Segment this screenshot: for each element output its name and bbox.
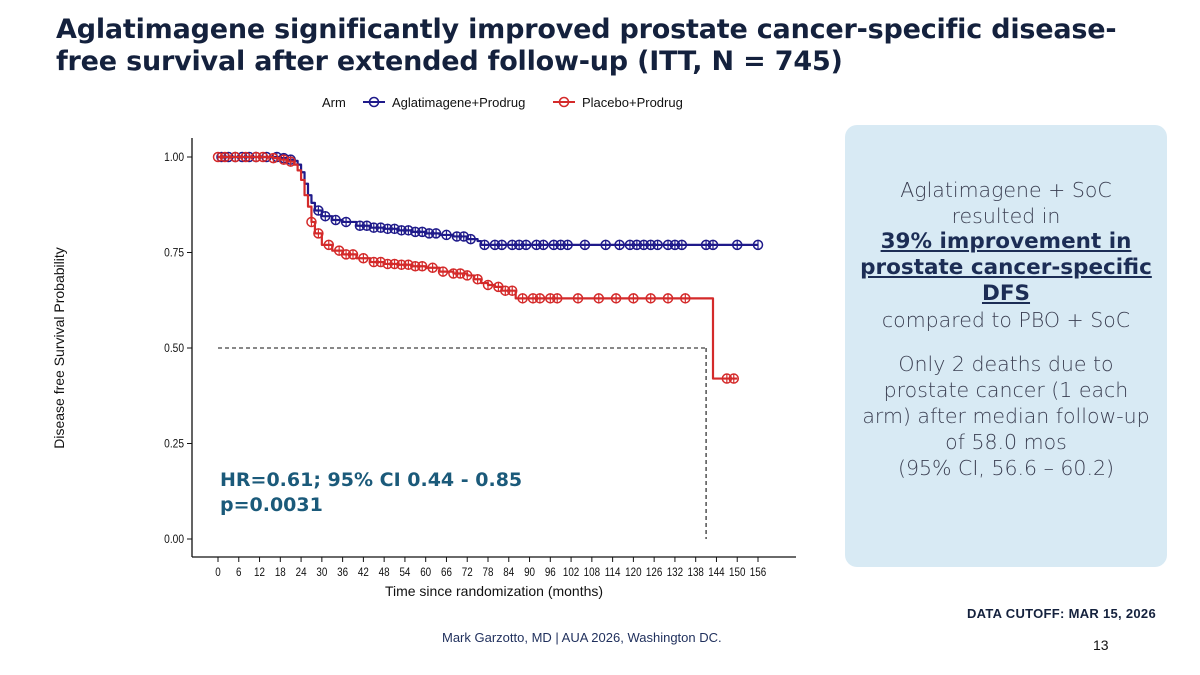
x-tick-label: 144	[708, 566, 724, 579]
x-tick-label: 78	[483, 566, 494, 579]
finding-comparison: compared to PBO + SoC	[881, 308, 1131, 332]
x-tick-label: 90	[524, 566, 535, 579]
survival-curves	[212, 151, 764, 384]
x-tick-label: 96	[545, 566, 556, 579]
legend-swatch-marker	[368, 96, 380, 108]
y-tick-label: 0.50	[164, 342, 184, 355]
data-cutoff: DATA CUTOFF: MAR 15, 2026	[966, 606, 1156, 621]
key-finding-box: Aglatimagene + SoC resulted in 39% impro…	[845, 125, 1167, 567]
x-tick-label: 24	[296, 566, 307, 579]
x-tick-label: 42	[358, 566, 369, 579]
finding-intro: Aglatimagene + SoC resulted in	[900, 178, 1112, 228]
deaths-note: Only 2 deaths due to prostate cancer (1 …	[862, 352, 1150, 454]
finding-highlight: 39% improvement in prostate cancer-speci…	[860, 229, 1152, 306]
y-tick-label: 1.00	[164, 151, 184, 164]
curve-placebo	[218, 155, 738, 380]
x-tick-label: 84	[503, 566, 514, 579]
x-tick-label: 150	[729, 566, 745, 579]
x-tick-label: 18	[275, 566, 286, 579]
legend-entry-placebo: Placebo+Prodrug	[582, 95, 683, 110]
x-tick-label: 108	[584, 566, 600, 579]
x-tick-label: 72	[462, 566, 473, 579]
legend-entry-aglatimagene: Aglatimagene+Prodrug	[392, 95, 525, 110]
footer-presenter: Mark Garzotto, MD | AUA 2026, Washington…	[442, 630, 722, 645]
x-tick-label: 48	[379, 566, 390, 579]
deaths-ci: (95% CI, 56.6 – 60.2)	[897, 456, 1115, 480]
y-axis-ticks: 0.00 0.25 0.50 0.75 1.00	[164, 151, 192, 546]
x-tick-label: 126	[646, 566, 662, 579]
x-tick-label: 54	[399, 566, 410, 579]
x-tick-label: 6	[236, 566, 241, 579]
x-tick-label: 102	[563, 566, 579, 579]
legend-title: Arm	[322, 95, 346, 110]
x-tick-label: 12	[254, 566, 265, 579]
x-tick-label: 0	[215, 566, 220, 579]
x-axis-label: Time since randomization (months)	[385, 583, 603, 599]
y-tick-label: 0.00	[164, 533, 184, 546]
x-tick-label: 132	[667, 566, 683, 579]
median-reference-lines	[218, 347, 707, 539]
x-tick-label: 66	[441, 566, 452, 579]
legend-swatch-marker	[558, 96, 570, 108]
p-value-annotation: p=0.0031	[220, 494, 323, 516]
y-axis-label: Disease free Survival Probability	[51, 247, 67, 449]
page-number: 13	[1093, 637, 1109, 653]
x-tick-label: 156	[750, 566, 766, 579]
x-tick-label: 30	[316, 566, 327, 579]
y-tick-label: 0.75	[164, 247, 184, 260]
x-tick-label: 36	[337, 566, 348, 579]
x-tick-label: 120	[625, 566, 641, 579]
x-tick-label: 114	[605, 566, 621, 579]
y-tick-label: 0.25	[164, 438, 184, 451]
hr-annotation: HR=0.61; 95% CI 0.44 - 0.85	[220, 469, 522, 491]
legend: Arm Aglatimagene+Prodrug Placebo+Prodrug	[322, 95, 683, 110]
slide-title: Aglatimagene significantly improved pros…	[56, 14, 1117, 77]
x-axis-ticks: 0 6 12 18 24 30 36 42 48 54 60 66 72 78 84 90 96 102 108 11…	[215, 557, 766, 579]
x-tick-label: 60	[420, 566, 431, 579]
x-tick-label: 138	[687, 566, 703, 579]
